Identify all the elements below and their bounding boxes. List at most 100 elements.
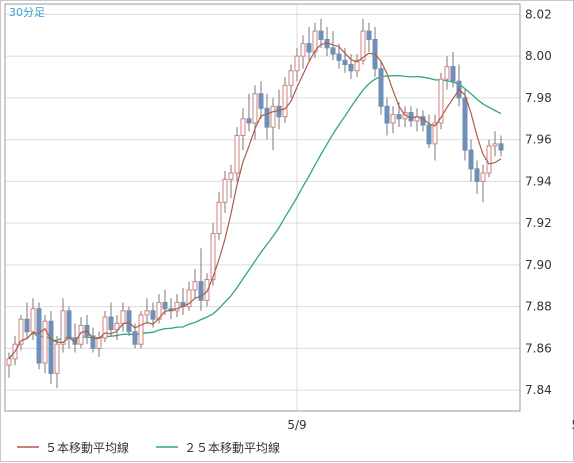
candle-body [246,118,252,124]
candle [444,56,450,90]
x-tick-label: 5/9 [287,418,306,432]
x-tick-label: 5/10 [572,418,574,432]
y-tick-label: 8.02 [525,7,552,21]
candle [84,314,90,345]
candle-body [96,337,102,349]
candle [24,302,30,338]
candle [492,131,498,157]
candle [378,60,384,115]
candle-body [144,310,150,316]
candle [258,81,264,119]
grid-lines [5,4,520,411]
candle-body [156,301,162,320]
candle-body [450,66,456,82]
candle-body [300,43,306,57]
candle-body [24,318,30,333]
candle-body [90,335,96,349]
candle-body [102,316,108,339]
candle [438,72,444,130]
candle [192,269,198,299]
candle-body [474,168,480,182]
candle-body [354,59,360,72]
candle [54,335,60,389]
candle [90,327,96,353]
candle [198,248,204,311]
candle [66,306,72,349]
y-tick-label: 7.94 [525,174,552,188]
candle-body [222,178,228,203]
candle-body [276,105,282,118]
candle [222,170,228,213]
candle [498,135,504,157]
candle [474,160,480,194]
candle-body [468,149,474,170]
candle-body [390,114,396,124]
candle [60,298,66,353]
candle [366,22,372,53]
candle [204,273,210,307]
candle-body [306,43,312,53]
candle [384,97,390,136]
candle [420,110,426,132]
candle-body [288,70,294,86]
candle [342,47,348,73]
candle [180,287,186,315]
candle [426,114,432,149]
ma5-line-group [8,42,502,360]
candle [240,108,246,151]
candle [288,64,294,98]
candle-body [204,279,210,301]
candle [36,302,42,370]
legend-label-ma25: ２５本移動平均線 [184,440,280,455]
candle-body [258,93,264,109]
candle-body [174,301,180,312]
y-tick-label: 7.86 [525,341,552,355]
candle-body [54,343,60,374]
candle [108,302,114,336]
candle-body [198,281,204,301]
candle-body [138,314,144,345]
candle [48,310,54,384]
candle-body [42,320,48,364]
candle [276,89,282,130]
candle-body [240,118,246,136]
candle-body [18,318,24,345]
candle-body [114,322,120,331]
candle-body [6,358,12,366]
candle [336,43,342,69]
candle [186,281,192,311]
candle-body [330,47,336,55]
y-tick-label: 7.96 [525,133,552,147]
candle-body [252,93,258,124]
candle-body [462,97,468,151]
candle [462,89,468,161]
candle-body [186,289,192,308]
candle [6,352,12,378]
candle-body [162,301,168,310]
candle [318,18,324,48]
candle-body [282,84,288,118]
x-axis-ticks: 5/9 5/10 [287,418,574,432]
y-tick-label: 7.92 [525,216,552,230]
candle [354,54,360,78]
candle-body [486,145,492,174]
candle-body [396,114,402,120]
candle [126,306,132,336]
candle [42,314,48,374]
y-axis-ticks: 7.84 7.86 7.88 7.90 7.92 7.94 7.96 7.98 8.00 8.02 [525,7,552,397]
candle [150,302,156,328]
ma5-line [8,42,502,360]
candle-body [210,233,216,281]
candle-body [234,134,240,174]
candle-body [66,310,72,339]
candle [228,164,234,199]
candle [330,31,336,61]
candle [372,26,378,78]
candle [390,106,396,134]
candle-body [132,331,138,345]
candle-body [384,105,390,124]
y-tick-label: 7.90 [525,258,552,272]
candle [270,97,276,151]
candle [486,139,492,178]
